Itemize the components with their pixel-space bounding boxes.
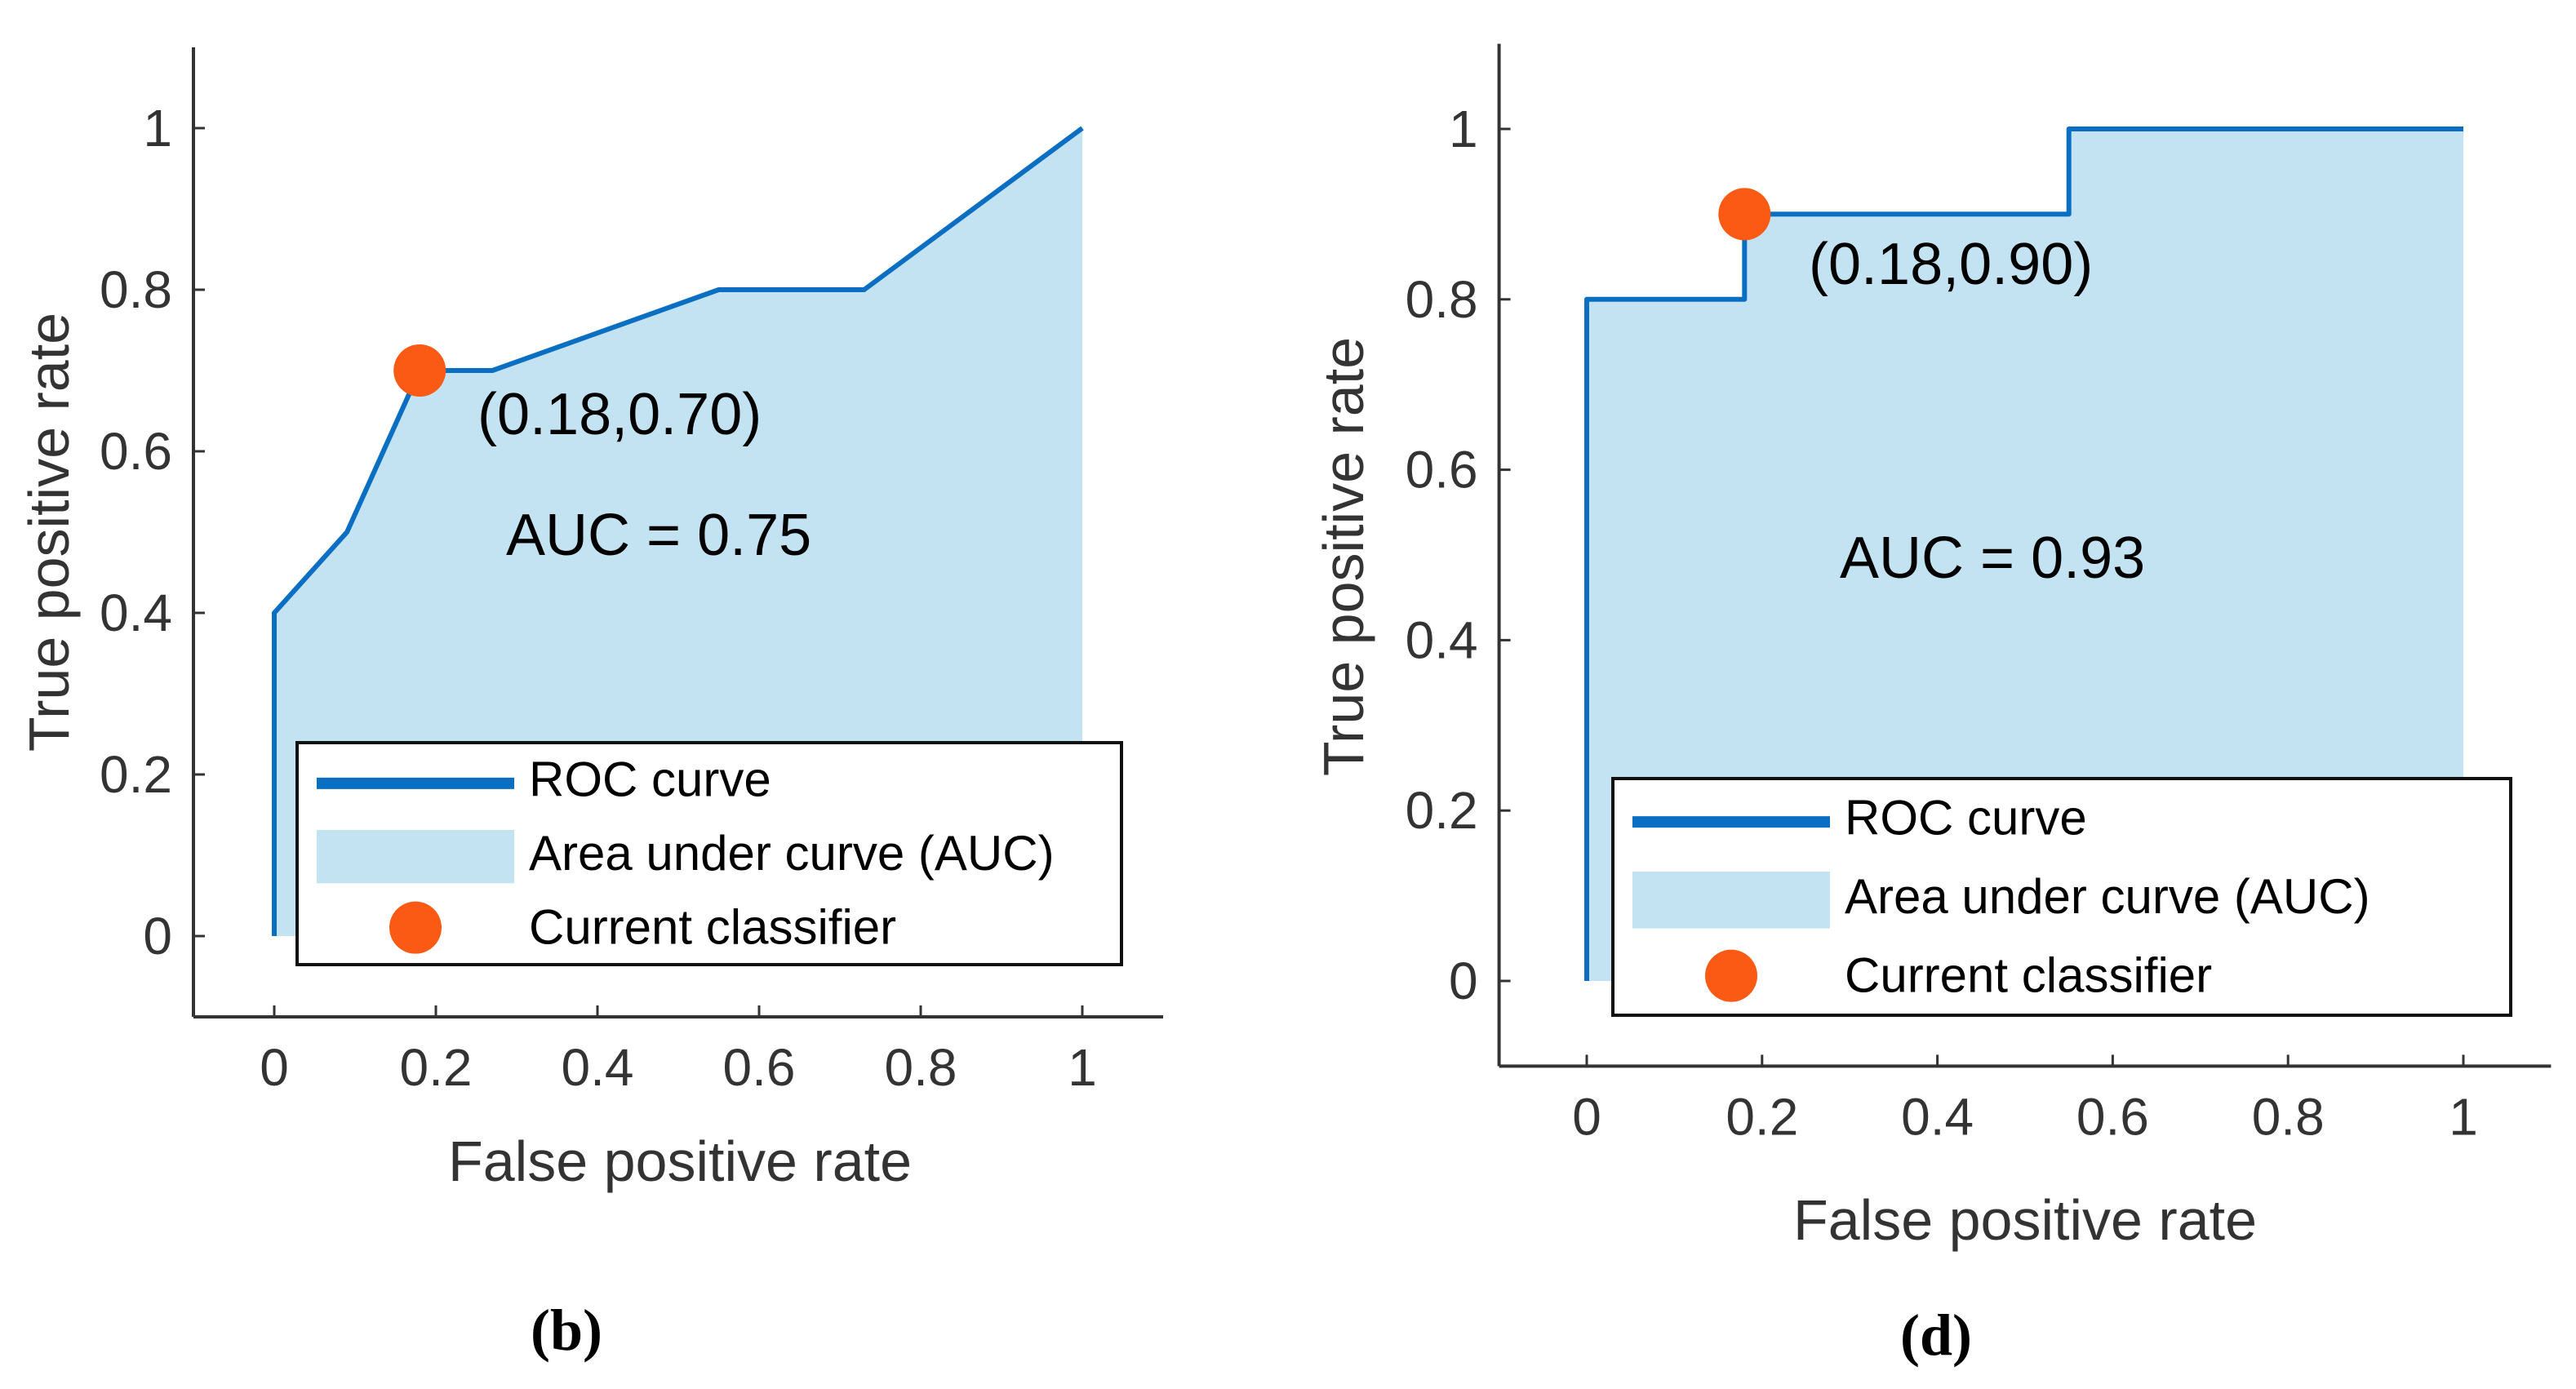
y-tick-label: 0.6 — [100, 422, 172, 481]
legend-entry-roc: ROC curve — [529, 752, 771, 806]
x-ticks: 0 0.2 0.4 0.6 0.8 1 — [260, 1005, 1097, 1097]
x-tick-label: 1 — [1068, 1038, 1097, 1097]
legend-entry-roc: ROC curve — [1845, 790, 2087, 845]
x-tick-label: 0.8 — [2252, 1087, 2325, 1146]
caption-close: ) — [583, 1298, 602, 1363]
roc-curve-line — [272, 126, 1084, 936]
y-ticks: 0 0.2 0.4 0.6 0.8 1 — [100, 99, 205, 965]
y-ticks: 0 0.2 0.4 0.6 0.8 1 — [1406, 100, 1511, 1010]
caption-open: ( — [1900, 1302, 1920, 1368]
x-tick-label: 0.2 — [400, 1038, 473, 1097]
caption-open: ( — [531, 1298, 550, 1363]
auc-area — [1587, 129, 2463, 981]
y-tick-label: 0.4 — [1406, 610, 1478, 669]
y-tick-label: 0.8 — [1406, 270, 1478, 329]
caption-letter: d — [1920, 1302, 1952, 1368]
y-tick-label: 0.2 — [100, 745, 172, 804]
legend: ROC curve Area under curve (AUC) Current… — [1611, 777, 2512, 1017]
x-tick-label: 0.4 — [1901, 1087, 1974, 1146]
x-axis-label: False positive rate — [1793, 1188, 2257, 1252]
auc-value-label: AUC = 0.75 — [506, 503, 811, 568]
x-ticks: 0 0.2 0.4 0.6 0.8 1 — [1572, 1054, 2478, 1146]
x-tick-label: 0.6 — [723, 1038, 796, 1097]
x-tick-label: 0 — [1572, 1087, 1601, 1146]
y-tick-label: 0 — [1449, 952, 1478, 1010]
roc-panel-b: 0 0.2 0.4 0.6 0.8 1 0 0.2 0.4 0.6 0.8 1 (0.18,0.70… — [17, 47, 1163, 1363]
panel-caption: (d) — [1900, 1302, 1972, 1368]
legend-auc-swatch — [317, 829, 514, 884]
x-tick-label: 0.4 — [562, 1038, 634, 1097]
legend-auc-swatch — [1632, 872, 1830, 929]
roc-panel-d: 0 0.2 0.4 0.6 0.8 1 0 0.2 0.4 0.6 0.8 1 (0.18,0.90… — [1312, 43, 2552, 1368]
legend-entry-classifier: Current classifier — [529, 900, 896, 955]
legend-entry-classifier: Current classifier — [1845, 948, 2212, 1003]
legend-entry-auc: Area under curve (AUC) — [1845, 869, 2370, 924]
legend-entry-auc: Area under curve (AUC) — [529, 826, 1055, 881]
x-tick-label: 0.2 — [1725, 1087, 1798, 1146]
x-tick-label: 0.8 — [885, 1038, 957, 1097]
current-classifier-point — [393, 344, 446, 397]
classifier-coordinate-label: (0.18,0.90) — [1809, 232, 2093, 297]
x-tick-label: 0 — [260, 1038, 289, 1097]
y-tick-label: 0.4 — [100, 584, 172, 642]
axes — [1497, 43, 2552, 1068]
caption-close: ) — [1952, 1302, 1972, 1368]
auc-area — [274, 128, 1082, 936]
legend-classifier-swatch — [389, 901, 442, 954]
classifier-coordinate-label: (0.18,0.70) — [477, 382, 762, 447]
x-tick-label: 0.6 — [2076, 1087, 2149, 1146]
axes — [192, 47, 1163, 1018]
auc-value-label: AUC = 0.93 — [1840, 526, 2145, 591]
y-axis-label: True positive rate — [17, 313, 81, 752]
y-tick-label: 0.2 — [1406, 781, 1478, 840]
x-tick-label: 1 — [2449, 1087, 2478, 1146]
x-axis-label: False positive rate — [448, 1129, 912, 1193]
legend-classifier-swatch — [1705, 949, 1757, 1002]
y-tick-label: 1 — [143, 99, 172, 158]
legend: ROC curve Area under curve (AUC) Current… — [295, 741, 1123, 966]
y-tick-label: 1 — [1449, 100, 1478, 158]
caption-letter: b — [550, 1298, 583, 1363]
y-tick-label: 0.6 — [1406, 441, 1478, 499]
current-classifier-point — [1718, 188, 1771, 241]
y-axis-label: True positive rate — [1312, 337, 1375, 776]
panel-caption: (b) — [531, 1298, 602, 1363]
y-tick-label: 0 — [143, 907, 172, 965]
y-tick-label: 0.8 — [100, 260, 172, 319]
